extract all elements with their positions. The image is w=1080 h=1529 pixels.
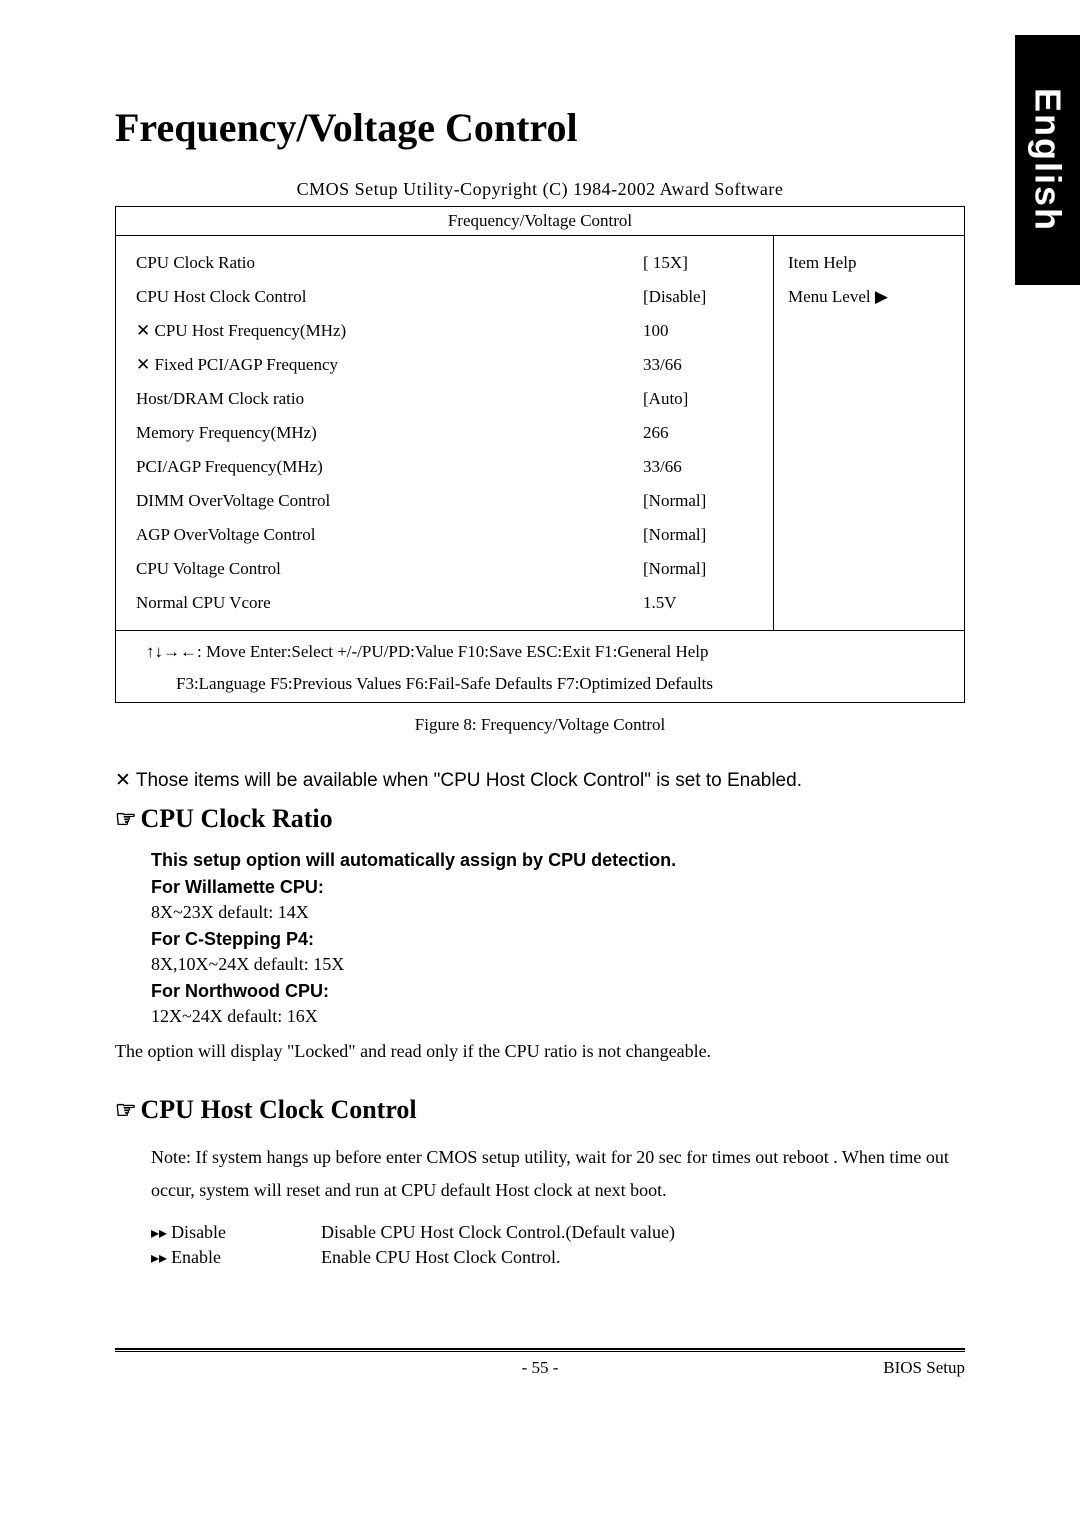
bios-label: PCI/AGP Frequency(MHz) xyxy=(136,450,643,484)
page-title: Frequency/Voltage Control xyxy=(115,104,965,151)
option-desc: Enable CPU Host Clock Control. xyxy=(321,1247,965,1268)
bios-value: 33/66 xyxy=(643,450,753,484)
double-arrow-icon: ▸▸ xyxy=(151,1225,167,1242)
bios-screenshot-box: Frequency/Voltage Control CPU Clock Rati… xyxy=(115,206,965,703)
bios-row: Normal CPU Vcore1.5V xyxy=(136,586,753,620)
bios-row: PCI/AGP Frequency(MHz)33/66 xyxy=(136,450,753,484)
bios-footer-line2: F3:Language F5:Previous Values F6:Fail-S… xyxy=(116,672,964,702)
option-key-text: Enable xyxy=(171,1247,221,1267)
cross-note: ✕ Those items will be available when "CP… xyxy=(115,769,965,792)
help-menu-level: Menu Level ▶ xyxy=(788,280,950,314)
hand-icon: ☞ xyxy=(115,807,137,833)
section-cpu-clock-ratio-heading: ☞CPU Clock Ratio xyxy=(115,804,965,834)
help-title: Item Help xyxy=(788,246,950,280)
bios-value: [Disable] xyxy=(643,280,753,314)
double-arrow-icon: ▸▸ xyxy=(151,1250,167,1267)
bios-box-title: Frequency/Voltage Control xyxy=(116,207,964,236)
section-title-text: CPU Clock Ratio xyxy=(141,804,333,833)
page-footer: - 55 - BIOS Setup xyxy=(115,1358,965,1378)
bios-value: [ 15X] xyxy=(643,246,753,280)
bios-row: Host/DRAM Clock ratio[Auto] xyxy=(136,382,753,416)
footer-spacer xyxy=(115,1358,275,1378)
option-key: ▸▸Disable xyxy=(151,1222,321,1243)
bios-label: CPU Host Clock Control xyxy=(136,280,643,314)
cpu1-label: For Willamette CPU: xyxy=(151,877,965,898)
bios-row: ✕ Fixed PCI/AGP Frequency33/66 xyxy=(136,348,753,382)
bios-label: Host/DRAM Clock ratio xyxy=(136,382,643,416)
bios-footer-line1: ↑↓→←: Move Enter:Select +/-/PU/PD:Value … xyxy=(116,630,964,672)
option-key: ▸▸Enable xyxy=(151,1247,321,1268)
language-side-tab-text: English xyxy=(1027,88,1069,232)
cpu1-text: 8X~23X default: 14X xyxy=(151,902,965,923)
section-title-text: CPU Host Clock Control xyxy=(141,1095,417,1124)
language-side-tab: English xyxy=(1015,35,1080,285)
bios-body: CPU Clock Ratio[ 15X] CPU Host Clock Con… xyxy=(116,236,964,630)
bios-row: ✕ CPU Host Frequency(MHz)100 xyxy=(136,314,753,348)
page-number: - 55 - xyxy=(275,1358,805,1378)
bios-label: ✕ CPU Host Frequency(MHz) xyxy=(136,314,643,348)
cpu3-label: For Northwood CPU: xyxy=(151,981,965,1002)
bios-label: ✕ Fixed PCI/AGP Frequency xyxy=(136,348,643,382)
bios-value: [Auto] xyxy=(643,382,753,416)
bios-help-panel: Item Help Menu Level ▶ xyxy=(774,236,964,630)
bios-value: 1.5V xyxy=(643,586,753,620)
footer-divider xyxy=(115,1348,965,1352)
section2-note: Note: If system hangs up before enter CM… xyxy=(151,1141,965,1206)
figure-caption: Figure 8: Frequency/Voltage Control xyxy=(115,715,965,735)
bios-value: [Normal] xyxy=(643,484,753,518)
section-cpu-host-clock-heading: ☞CPU Host Clock Control xyxy=(115,1095,965,1125)
option-desc: Disable CPU Host Clock Control.(Default … xyxy=(321,1222,965,1243)
bios-row: CPU Host Clock Control[Disable] xyxy=(136,280,753,314)
bios-label: CPU Clock Ratio xyxy=(136,246,643,280)
bios-value: [Normal] xyxy=(643,518,753,552)
cpu2-text: 8X,10X~24X default: 15X xyxy=(151,954,965,975)
bios-value: 100 xyxy=(643,314,753,348)
option-row: ▸▸Enable Enable CPU Host Clock Control. xyxy=(151,1247,965,1268)
cpu2-label: For C-Stepping P4: xyxy=(151,929,965,950)
section1-intro: This setup option will automatically ass… xyxy=(151,850,965,871)
bios-row: CPU Voltage Control[Normal] xyxy=(136,552,753,586)
bios-row: DIMM OverVoltage Control[Normal] xyxy=(136,484,753,518)
bios-label: Normal CPU Vcore xyxy=(136,586,643,620)
bios-label: AGP OverVoltage Control xyxy=(136,518,643,552)
bios-value: [Normal] xyxy=(643,552,753,586)
section1-note: The option will display "Locked" and rea… xyxy=(115,1037,965,1066)
bios-copyright: CMOS Setup Utility-Copyright (C) 1984-20… xyxy=(115,179,965,200)
bios-value: 33/66 xyxy=(643,348,753,382)
page-content: Frequency/Voltage Control CMOS Setup Uti… xyxy=(0,0,1080,1438)
hand-icon: ☞ xyxy=(115,1098,137,1124)
cpu3-text: 12X~24X default: 16X xyxy=(151,1006,965,1027)
option-row: ▸▸Disable Disable CPU Host Clock Control… xyxy=(151,1222,965,1243)
footer-section-name: BIOS Setup xyxy=(805,1358,965,1378)
bios-value: 266 xyxy=(643,416,753,450)
section2-body: Note: If system hangs up before enter CM… xyxy=(151,1141,965,1268)
option-key-text: Disable xyxy=(171,1222,226,1242)
bios-label: CPU Voltage Control xyxy=(136,552,643,586)
bios-row: Memory Frequency(MHz)266 xyxy=(136,416,753,450)
bios-label: Memory Frequency(MHz) xyxy=(136,416,643,450)
bios-main-panel: CPU Clock Ratio[ 15X] CPU Host Clock Con… xyxy=(116,236,774,630)
bios-row: CPU Clock Ratio[ 15X] xyxy=(136,246,753,280)
section1-body: This setup option will automatically ass… xyxy=(151,850,965,1027)
bios-row: AGP OverVoltage Control[Normal] xyxy=(136,518,753,552)
bios-label: DIMM OverVoltage Control xyxy=(136,484,643,518)
